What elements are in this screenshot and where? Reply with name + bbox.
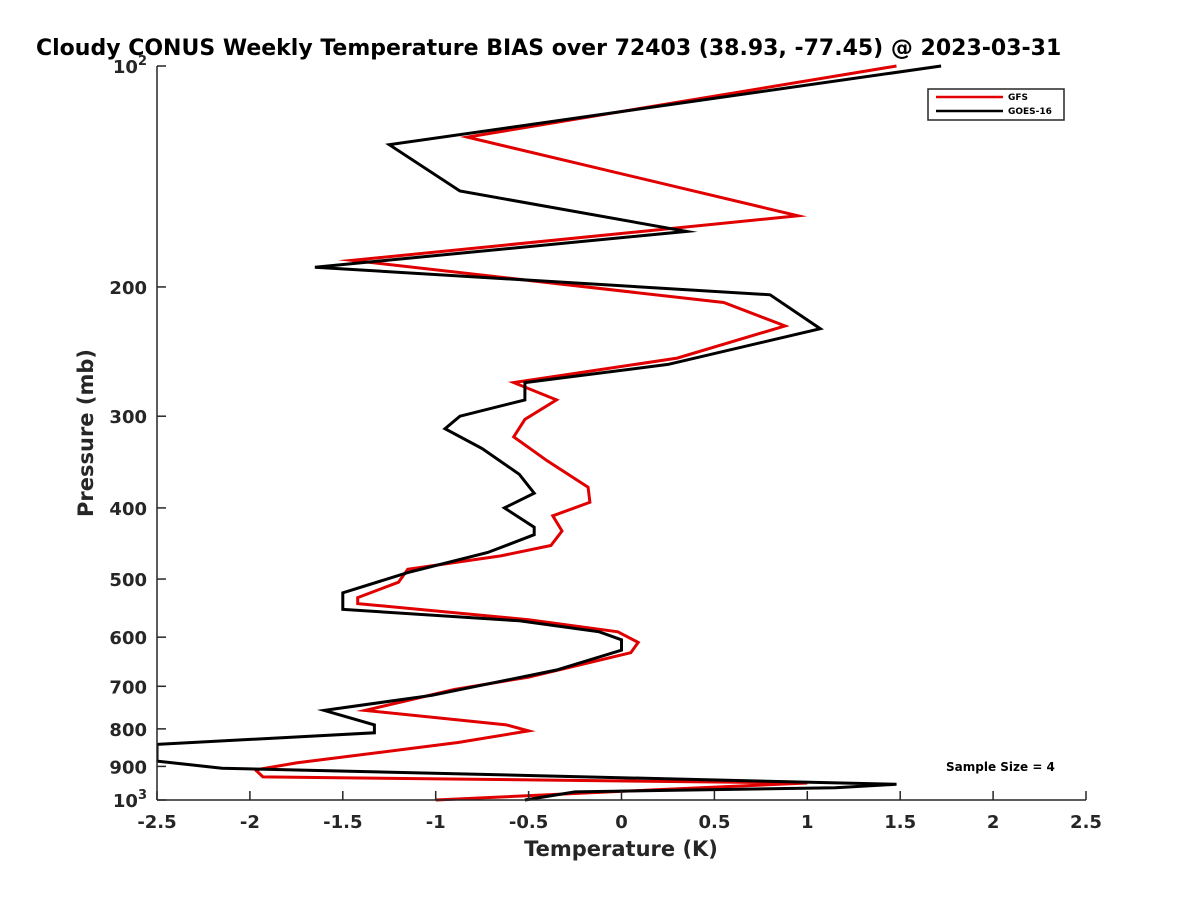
- y-tick-label: 200: [109, 278, 147, 299]
- x-tick-label: 2.5: [1070, 812, 1102, 833]
- x-tick-label: 1: [801, 812, 814, 833]
- x-ticks: -2.5 -2 -1.5 -1 -0.5 0 0.5 1 1.5 2 2.5: [137, 791, 1102, 833]
- y-axis-label: Pressure (mb): [74, 349, 98, 517]
- y-tick-label: 102: [113, 54, 147, 78]
- y-ticks: 102 200 300 400 500 600 700 800 900 103: [109, 54, 166, 812]
- y-tick-label: 900: [109, 757, 147, 778]
- y-tick-label: 103: [113, 788, 147, 812]
- legend-label-gfs: GFS: [1008, 93, 1028, 103]
- plot-area: -2.5 -2 -1.5 -1 -0.5 0 0.5 1 1.5 2 2.5 102 200 300 40…: [109, 54, 1102, 833]
- y-tick-label: 400: [109, 499, 147, 520]
- y-tick-label: 800: [109, 720, 147, 741]
- legend-label-goes16: GOES-16: [1008, 107, 1052, 117]
- legend-box: [927, 88, 1065, 121]
- x-tick-label: -0.5: [509, 812, 548, 833]
- legend: GFS GOES-16: [927, 88, 1065, 121]
- series-line-goes16: [157, 64, 942, 802]
- y-tick-label: 600: [109, 628, 147, 649]
- y-tick-label: 300: [109, 407, 147, 428]
- x-tick-label: 2: [987, 812, 1000, 833]
- x-axis-label: Temperature (K): [524, 837, 718, 861]
- x-tick-label: 0: [615, 812, 628, 833]
- x-tick-label: -1: [426, 812, 446, 833]
- x-tick-label: -2.5: [137, 812, 176, 833]
- x-tick-label: -2: [240, 812, 260, 833]
- x-tick-label: 0.5: [698, 812, 730, 833]
- y-tick-label: 700: [109, 677, 147, 698]
- chart-title: Cloudy CONUS Weekly Temperature BIAS ove…: [36, 36, 1061, 61]
- y-tick-label: 500: [109, 570, 147, 591]
- sample-size-annotation: Sample Size = 4: [946, 760, 1055, 774]
- series-layer: [157, 64, 942, 802]
- series-line-gfs: [252, 64, 897, 802]
- x-tick-label: 1.5: [884, 812, 916, 833]
- x-tick-label: -1.5: [323, 812, 362, 833]
